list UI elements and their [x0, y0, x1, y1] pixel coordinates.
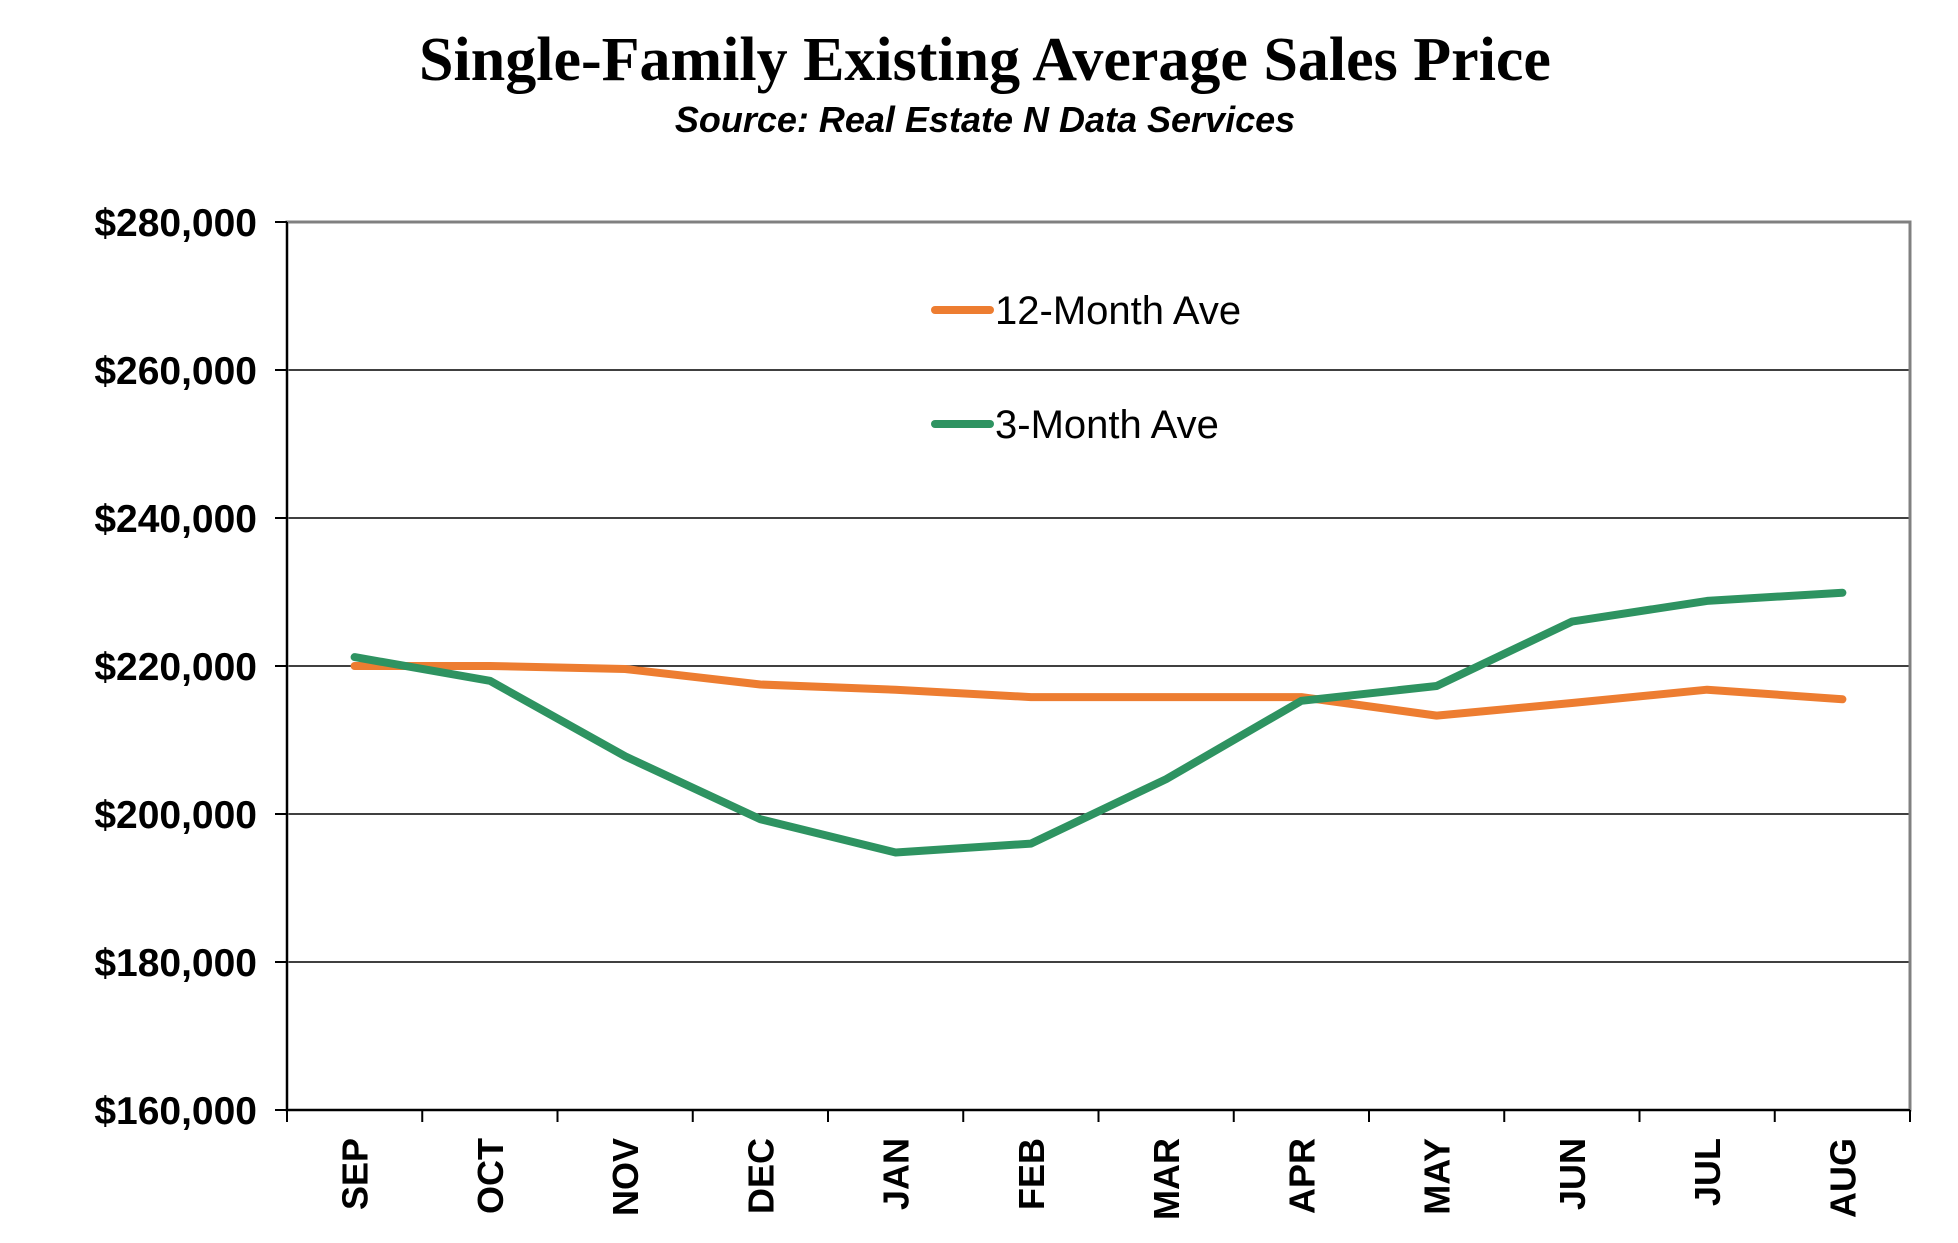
y-tick-label: $160,000: [94, 1090, 257, 1133]
axes: [275, 221, 1911, 1122]
x-tick-label: JAN: [876, 1138, 917, 1210]
x-tick-label: JUN: [1552, 1138, 1593, 1210]
y-tick-label: $220,000: [94, 646, 257, 689]
y-axis-tick-labels: $160,000 $180,000 $200,000 $220,000 $240,000…: [94, 202, 257, 1133]
x-tick-label: APR: [1281, 1138, 1322, 1214]
x-tick-label: AUG: [1822, 1138, 1863, 1218]
x-tick-label: NOV: [605, 1138, 646, 1216]
legend: 12-Month Ave 3-Month Ave: [931, 289, 1241, 447]
legend-label: 12-Month Ave: [995, 289, 1241, 333]
series-line-12-month-ave: [350, 662, 1847, 720]
x-axis-tick-labels: SEP OCT NOV DEC JAN FEB MAR APR MAY JUN JUL AUG: [335, 1138, 1864, 1220]
series-line-3-month-ave: [350, 588, 1847, 857]
x-tick-label: FEB: [1011, 1138, 1052, 1210]
x-tick-label: JUL: [1687, 1138, 1728, 1206]
y-tick-label: $200,000: [94, 794, 257, 837]
x-tick-label: MAR: [1146, 1138, 1187, 1220]
y-tick-label: $240,000: [94, 498, 257, 541]
series-lines: [350, 588, 1847, 857]
y-tick-label: $280,000: [94, 202, 257, 245]
x-tick-label: SEP: [335, 1138, 376, 1210]
x-tick-label: DEC: [740, 1138, 781, 1214]
y-tick-label: $260,000: [94, 350, 257, 393]
x-tick-label: OCT: [470, 1138, 511, 1214]
chart-subtitle: Source: Real Estate N Data Services: [675, 99, 1295, 140]
x-tick-label: MAY: [1417, 1138, 1458, 1215]
legend-label: 3-Month Ave: [995, 403, 1219, 447]
y-tick-label: $180,000: [94, 942, 257, 985]
chart-title: Single-Family Existing Average Sales Pri…: [419, 26, 1551, 94]
